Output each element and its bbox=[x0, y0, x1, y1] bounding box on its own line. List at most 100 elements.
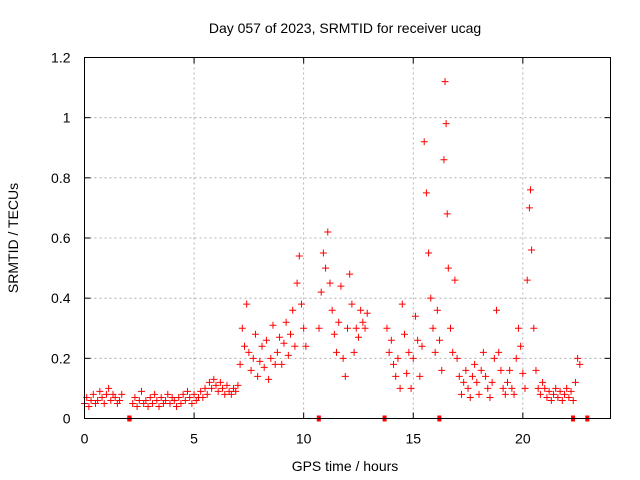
data-point bbox=[552, 384, 560, 392]
data-point bbox=[453, 354, 461, 362]
y-tick-label: 1.2 bbox=[51, 50, 71, 66]
data-point bbox=[574, 354, 582, 362]
x-tick-label: 10 bbox=[296, 431, 312, 447]
data-point bbox=[111, 393, 119, 401]
data-point bbox=[179, 390, 187, 398]
data-point bbox=[398, 300, 406, 308]
data-point bbox=[436, 336, 444, 344]
data-point bbox=[322, 264, 330, 272]
data-point bbox=[333, 348, 341, 356]
data-point bbox=[262, 336, 270, 344]
data-point bbox=[197, 387, 205, 395]
data-point bbox=[521, 384, 529, 392]
data-point bbox=[201, 384, 209, 392]
data-point bbox=[232, 387, 240, 395]
data-point bbox=[541, 384, 549, 392]
data-point bbox=[142, 396, 150, 404]
data-point bbox=[135, 396, 143, 404]
data-point bbox=[221, 390, 229, 398]
data-point bbox=[503, 378, 511, 386]
data-point bbox=[352, 324, 360, 332]
data-point bbox=[280, 339, 288, 347]
data-point bbox=[501, 390, 509, 398]
chart-title: Day 057 of 2023, SRMTID for receiver uca… bbox=[209, 20, 481, 36]
data-point bbox=[116, 396, 124, 404]
data-point bbox=[409, 354, 417, 362]
data-point bbox=[319, 249, 327, 257]
data-point bbox=[411, 312, 419, 320]
data-point bbox=[346, 270, 354, 278]
data-point bbox=[297, 300, 305, 308]
data-point bbox=[260, 363, 268, 371]
data-point bbox=[102, 390, 110, 398]
data-point bbox=[407, 384, 415, 392]
plot-frame bbox=[84, 57, 611, 419]
data-point bbox=[330, 330, 338, 338]
data-point bbox=[508, 384, 516, 392]
data-point bbox=[385, 348, 393, 356]
data-point bbox=[425, 249, 433, 257]
data-point bbox=[571, 378, 579, 386]
data-point bbox=[157, 393, 165, 401]
data-point bbox=[359, 318, 367, 326]
data-point bbox=[273, 348, 281, 356]
data-point bbox=[256, 357, 264, 365]
data-point bbox=[471, 360, 479, 368]
grid-lines bbox=[84, 57, 611, 419]
data-point bbox=[267, 354, 275, 362]
data-point bbox=[282, 318, 290, 326]
data-point bbox=[219, 384, 227, 392]
data-point bbox=[473, 378, 481, 386]
data-point bbox=[440, 156, 448, 164]
data-point bbox=[495, 348, 503, 356]
data-point bbox=[514, 324, 522, 332]
data-point bbox=[422, 189, 430, 197]
data-point bbox=[326, 279, 334, 287]
data-point bbox=[523, 276, 531, 284]
data-point bbox=[510, 390, 518, 398]
data-point bbox=[484, 384, 492, 392]
data-point bbox=[482, 372, 490, 380]
data-point bbox=[164, 390, 172, 398]
data-point bbox=[451, 276, 459, 284]
data-point bbox=[438, 366, 446, 374]
data-point bbox=[350, 348, 358, 356]
data-point bbox=[249, 354, 257, 362]
data-point bbox=[457, 390, 465, 398]
data-point bbox=[416, 372, 424, 380]
data-point bbox=[357, 306, 365, 314]
data-point bbox=[227, 390, 235, 398]
data-point bbox=[317, 288, 325, 296]
data-point bbox=[236, 360, 244, 368]
data-point bbox=[354, 333, 362, 341]
data-point bbox=[444, 264, 452, 272]
data-point bbox=[475, 390, 483, 398]
data-point bbox=[464, 384, 472, 392]
data-point bbox=[137, 387, 145, 395]
data-point bbox=[403, 369, 411, 377]
data-point bbox=[429, 324, 437, 332]
data-point bbox=[295, 252, 303, 260]
data-point bbox=[528, 246, 536, 254]
data-point bbox=[118, 390, 126, 398]
data-point bbox=[499, 384, 507, 392]
data-point bbox=[131, 393, 139, 401]
data-point bbox=[396, 384, 404, 392]
data-point bbox=[420, 138, 428, 146]
data-point bbox=[534, 384, 542, 392]
data-point bbox=[337, 282, 345, 290]
data-point bbox=[87, 396, 95, 404]
data-point bbox=[328, 306, 336, 314]
data-point bbox=[188, 399, 196, 407]
data-point bbox=[363, 309, 371, 317]
data-point bbox=[554, 393, 562, 401]
data-point bbox=[497, 366, 505, 374]
data-point bbox=[284, 351, 292, 359]
data-point bbox=[129, 399, 137, 407]
data-point bbox=[493, 306, 501, 314]
data-point bbox=[238, 324, 246, 332]
data-point bbox=[247, 366, 255, 374]
data-point bbox=[545, 387, 553, 395]
data-point bbox=[525, 204, 533, 212]
data-point bbox=[291, 342, 299, 350]
